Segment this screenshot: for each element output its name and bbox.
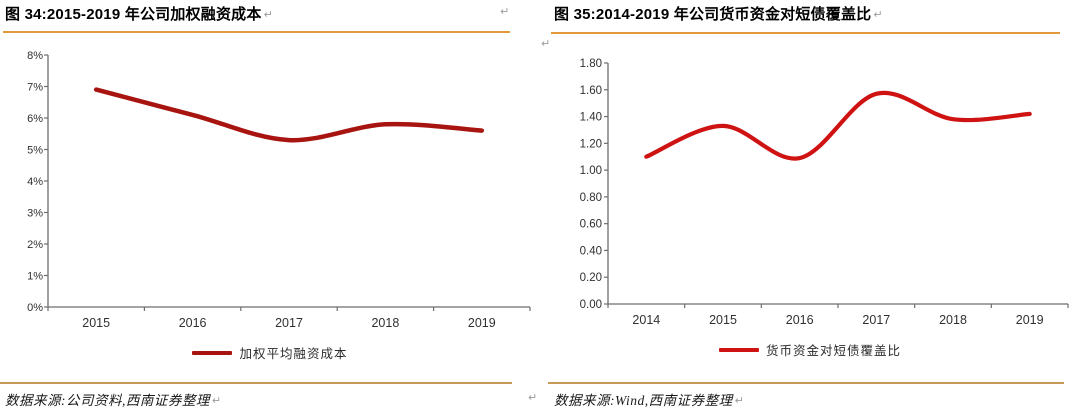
left-source-text: 数据来源:公司资料,西南证券整理 [5, 393, 210, 408]
y-tick-label: 6% [27, 113, 43, 125]
left-chart-plot: 0% 1% 2% 3% 4% 5% 6% 7% 8% 2015 2016 2017 2018 2019 [27, 50, 531, 330]
y-tick-label: 1.20 [580, 138, 602, 150]
x-category-label: 2015 [709, 313, 737, 327]
y-tick-label: 1.00 [580, 165, 602, 177]
right-chart-legend: 货币资金对短债覆盖比 [540, 340, 1080, 359]
y-tick-label: 0.80 [580, 192, 602, 204]
x-category-label: 2018 [939, 313, 967, 327]
left-source-divider [0, 382, 512, 384]
x-category-label: 2017 [862, 313, 890, 327]
y-tick-label: 3% [27, 208, 43, 220]
red-line-legend-icon [718, 347, 759, 352]
series-line [644, 90, 1032, 161]
paragraph-mark-icon: ↵ [500, 5, 510, 18]
right-source-divider [548, 382, 1064, 384]
x-category-label: 2017 [275, 316, 303, 330]
y-tick-label: 4% [27, 176, 43, 188]
left-figure-panel: 图 34:2015-2019 年公司加权融资成本 ↵ ↵ 0% 1% 2% 3% 4% 5%… [0, 3, 540, 409]
y-tick-label: 0.20 [580, 272, 602, 284]
x-category-label: 2019 [1016, 313, 1044, 327]
y-tick-label: 1.40 [580, 112, 602, 124]
y-tick-label: 1.80 [580, 58, 602, 70]
y-tick-label: 1% [27, 271, 43, 283]
y-tick-label: 0.60 [580, 219, 602, 231]
y-tick-label: 5% [27, 145, 43, 157]
paragraph-mark-icon: ↵ [734, 394, 745, 407]
right-legend-label: 货币资金对短债覆盖比 [765, 344, 901, 358]
right-figure-title-text: 图 35:2014-2019 年公司货币资金对短债覆盖比 [554, 6, 872, 23]
right-title-divider [551, 32, 1060, 34]
right-source-note: 数据来源:Wind,西南证券整理 ↵ [554, 389, 744, 409]
y-tick-label: 0% [27, 302, 43, 314]
y-tick-label: 0.00 [580, 299, 602, 311]
left-figure-title: 图 34:2015-2019 年公司加权融资成本 ↵ [5, 3, 273, 24]
x-category-label: 2019 [468, 316, 496, 330]
right-figure-panel: 图 35:2014-2019 年公司货币资金对短债覆盖比 ↵ ↵ 0.00 0.20… [540, 0, 1080, 412]
x-category-label: 2014 [632, 313, 660, 327]
right-figure-title: 图 35:2014-2019 年公司货币资金对短债覆盖比 ↵ [554, 3, 883, 24]
right-chart-plot: 0.00 0.20 0.40 0.60 0.80 1.00 1.20 1.40 1.60 1.80… [580, 58, 1069, 327]
y-tick-label: 7% [27, 82, 43, 94]
left-source-note: 数据来源:公司资料,西南证券整理 ↵ [5, 389, 222, 409]
left-title-divider [3, 31, 510, 33]
paragraph-mark-icon: ↵ [873, 8, 883, 21]
left-legend-label: 加权平均融资成本 [239, 347, 348, 361]
y-tick-label: 2% [27, 239, 43, 251]
paragraph-mark-icon: ↵ [528, 391, 538, 404]
x-category-label: 2015 [82, 316, 110, 330]
series-line [93, 87, 485, 143]
y-tick-label: 8% [27, 50, 43, 62]
right-source-text: 数据来源:Wind,西南证券整理 [554, 393, 733, 408]
paragraph-mark-icon: ↵ [263, 8, 273, 21]
x-category-label: 2016 [179, 316, 207, 330]
left-figure-title-text: 图 34:2015-2019 年公司加权融资成本 [5, 6, 262, 23]
left-chart-legend: 加权平均融资成本 [0, 343, 540, 362]
x-category-label: 2016 [786, 313, 814, 327]
y-tick-label: 0.40 [580, 245, 602, 257]
paragraph-mark-icon: ↵ [211, 394, 222, 407]
red-line-legend-icon [192, 350, 233, 355]
paragraph-mark-icon: ↵ [541, 37, 551, 50]
y-tick-label: 1.60 [580, 85, 602, 97]
x-category-label: 2018 [371, 316, 399, 330]
